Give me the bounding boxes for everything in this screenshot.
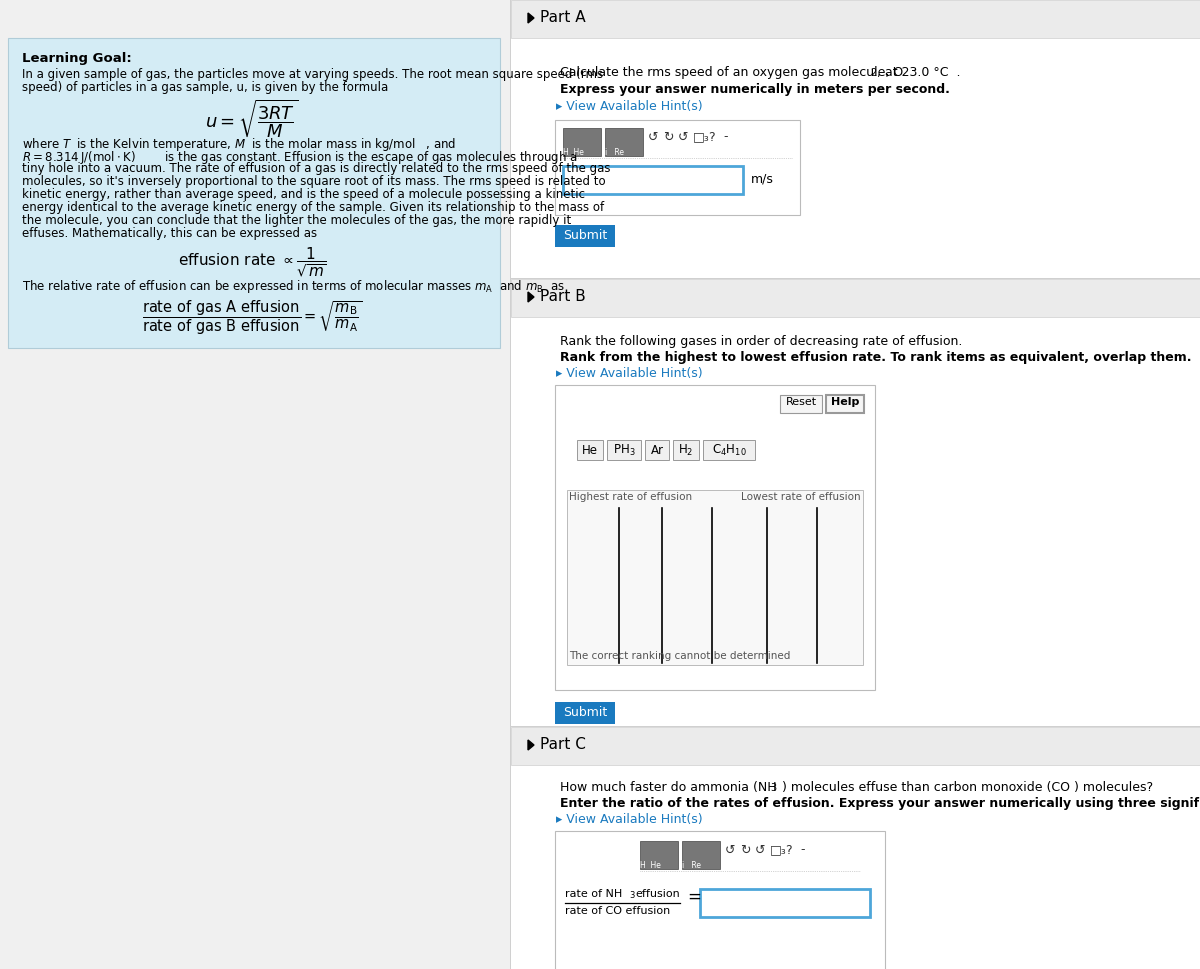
Text: effuses. Mathematically, this can be expressed as: effuses. Mathematically, this can be exp…: [22, 227, 317, 240]
Text: ↺: ↺: [648, 131, 659, 143]
Text: Rank the following gases in order of decreasing rate of effusion.: Rank the following gases in order of dec…: [560, 335, 962, 348]
Bar: [511, 38, 1200, 280]
Text: -: -: [800, 843, 804, 857]
Text: Ar: Ar: [650, 444, 664, 456]
Bar: [703, 440, 755, 460]
Text: 3: 3: [770, 783, 776, 793]
Bar: [511, 0, 1200, 38]
Text: H$_2$: H$_2$: [678, 443, 694, 457]
Text: m/s: m/s: [751, 172, 774, 185]
Text: How much faster do ammonia (NH: How much faster do ammonia (NH: [560, 781, 776, 794]
Text: Enter the ratio of the rates of effusion. Express your answer numerically using : Enter the ratio of the rates of effusion…: [560, 797, 1200, 810]
Text: H  He: H He: [563, 148, 584, 157]
Text: effusion rate $\propto \dfrac{1}{\sqrt{m}}$: effusion rate $\propto \dfrac{1}{\sqrt{m…: [178, 245, 326, 279]
Text: i   Re: i Re: [605, 148, 624, 157]
Text: Learning Goal:: Learning Goal:: [22, 52, 132, 65]
Bar: [577, 440, 604, 460]
Text: speed) of particles in a gas sample, u, is given by the formula: speed) of particles in a gas sample, u, …: [22, 81, 389, 94]
Text: rate of CO effusion: rate of CO effusion: [565, 906, 671, 916]
Text: the molecule, you can conclude that the lighter the molecules of the gas, the mo: the molecule, you can conclude that the …: [22, 214, 571, 227]
Bar: [511, 278, 1200, 279]
Bar: [563, 166, 743, 194]
Bar: [563, 128, 601, 156]
Text: ▸ View Available Hint(s): ▸ View Available Hint(s): [556, 813, 703, 826]
Text: ↺: ↺: [755, 843, 766, 857]
Text: ?: ?: [785, 843, 792, 857]
Text: Express your answer numerically in meters per second.: Express your answer numerically in meter…: [560, 83, 950, 96]
Bar: [8, 38, 500, 348]
Text: molecules, so it's inversely proportional to the square root of its mass. The rm: molecules, so it's inversely proportiona…: [22, 175, 606, 188]
Bar: [554, 225, 616, 247]
Bar: [511, 765, 1200, 969]
Text: In a given sample of gas, the particles move at varying speeds. The root mean sq: In a given sample of gas, the particles …: [22, 68, 604, 81]
Bar: [554, 831, 886, 969]
Text: He: He: [582, 444, 598, 456]
Polygon shape: [528, 13, 534, 23]
Text: i   Re: i Re: [682, 861, 701, 870]
Text: Lowest rate of effusion: Lowest rate of effusion: [742, 492, 862, 502]
Text: tiny hole into a vacuum. The rate of effusion of a gas is directly related to th: tiny hole into a vacuum. The rate of eff…: [22, 162, 611, 175]
Text: Submit: Submit: [563, 706, 607, 719]
Text: effusion: effusion: [635, 889, 679, 899]
Text: $\dfrac{\mathrm{rate\ of\ gas\ A\ effusion}}{\mathrm{rate\ of\ gas\ B\ effusion}: $\dfrac{\mathrm{rate\ of\ gas\ A\ effusi…: [142, 298, 362, 336]
Text: rate of NH: rate of NH: [565, 889, 623, 899]
Bar: [682, 841, 720, 869]
Text: 2: 2: [870, 68, 876, 78]
Text: Help: Help: [830, 397, 859, 407]
Bar: [554, 120, 800, 215]
Text: □₃: □₃: [770, 843, 787, 857]
Text: Submit: Submit: [563, 229, 607, 242]
Text: ▸ View Available Hint(s): ▸ View Available Hint(s): [556, 367, 703, 380]
Text: , at 23.0 °C  .: , at 23.0 °C .: [877, 66, 960, 79]
Bar: [520, 0, 1200, 969]
Text: C$_4$H$_{10}$: C$_4$H$_{10}$: [712, 443, 746, 457]
Bar: [511, 726, 1200, 727]
Bar: [511, 279, 1200, 317]
Text: The correct ranking cannot be determined: The correct ranking cannot be determined: [569, 651, 791, 661]
Text: $R = 8.314\,\mathrm{J/(mol \cdot K)}$        is the gas constant. Effusion is th: $R = 8.314\,\mathrm{J/(mol \cdot K)}$ is…: [22, 149, 577, 166]
Bar: [568, 490, 863, 665]
Bar: [605, 128, 643, 156]
Text: H  He: H He: [640, 861, 661, 870]
Bar: [640, 841, 678, 869]
Bar: [607, 440, 641, 460]
Bar: [780, 395, 822, 413]
Bar: [511, 727, 1200, 765]
Text: Reset: Reset: [786, 397, 816, 407]
Text: ↻: ↻: [740, 843, 750, 857]
Text: ?: ?: [708, 131, 715, 143]
Text: ↺: ↺: [678, 131, 689, 143]
Bar: [826, 395, 864, 413]
Text: where $T$  is the Kelvin temperature, $M$  is the molar mass in kg/mol   , and: where $T$ is the Kelvin temperature, $M$…: [22, 136, 456, 153]
Text: ↺: ↺: [725, 843, 736, 857]
Polygon shape: [528, 292, 534, 302]
Text: ) molecules effuse than carbon monoxide (CO ) molecules?: ) molecules effuse than carbon monoxide …: [778, 781, 1153, 794]
Text: 3: 3: [629, 891, 635, 900]
Text: Part C: Part C: [540, 737, 586, 752]
Text: =: =: [686, 888, 701, 906]
Bar: [511, 317, 1200, 767]
Text: ↻: ↻: [662, 131, 673, 143]
Text: Calculate the rms speed of an oxygen gas molecule, O: Calculate the rms speed of an oxygen gas…: [560, 66, 904, 79]
Polygon shape: [528, 740, 534, 750]
Bar: [646, 440, 670, 460]
Bar: [554, 385, 875, 690]
Bar: [700, 889, 870, 917]
Text: Rank from the highest to lowest effusion rate. To rank items as equivalent, over: Rank from the highest to lowest effusion…: [560, 351, 1192, 364]
Text: kinetic energy, rather than average speed, and is the speed of a molecule posses: kinetic energy, rather than average spee…: [22, 188, 586, 201]
Text: -: -: [722, 131, 727, 143]
Text: Part A: Part A: [540, 10, 586, 25]
Text: Highest rate of effusion: Highest rate of effusion: [569, 492, 692, 502]
Text: ▸ View Available Hint(s): ▸ View Available Hint(s): [556, 100, 703, 113]
Text: $u = \sqrt{\dfrac{3RT}{M}}$: $u = \sqrt{\dfrac{3RT}{M}}$: [205, 98, 299, 141]
Text: Part B: Part B: [540, 289, 586, 304]
Text: energy identical to the average kinetic energy of the sample. Given its relation: energy identical to the average kinetic …: [22, 201, 604, 214]
Text: □₃: □₃: [694, 131, 709, 143]
Text: The relative rate of effusion can be expressed in terms of molecular masses $m_\: The relative rate of effusion can be exp…: [22, 278, 565, 295]
Bar: [673, 440, 698, 460]
Text: PH$_3$: PH$_3$: [613, 443, 635, 457]
Bar: [554, 702, 616, 724]
